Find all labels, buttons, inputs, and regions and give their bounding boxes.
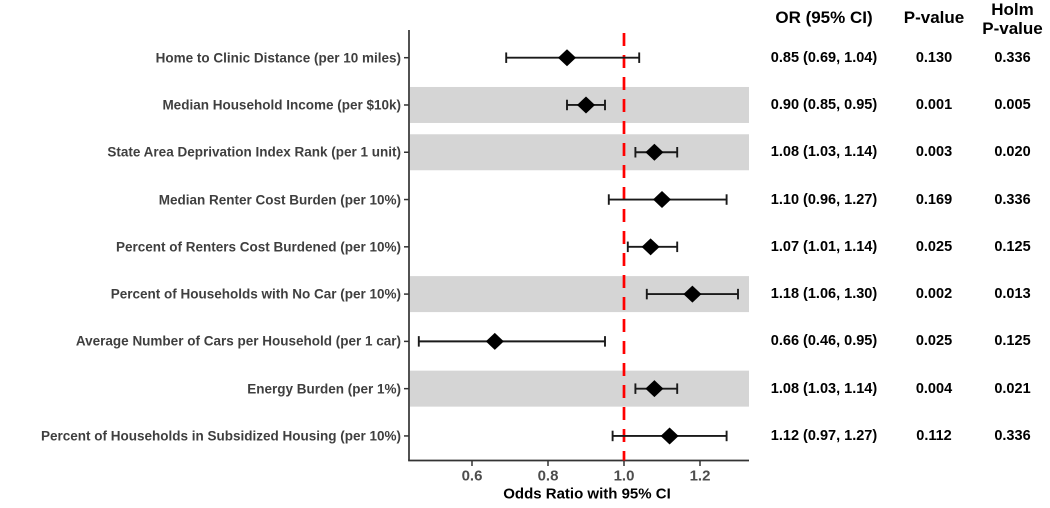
row-label: State Area Deprivation Index Rank (per 1… (107, 144, 401, 160)
column-header-holm-line1: Holm (991, 0, 1034, 19)
or-ci-value: 1.08 (1.03, 1.14) (770, 380, 878, 397)
p-value: 0.004 (915, 380, 953, 397)
row-label: Median Renter Cost Burden (per 10%) (158, 192, 401, 208)
row-label: Percent of Renters Cost Burdened (per 10… (115, 239, 401, 255)
holm-p-value: 0.336 (994, 427, 1031, 444)
holm-p-value: 0.013 (994, 286, 1031, 303)
p-value: 0.130 (915, 49, 953, 66)
p-value: 0.025 (915, 238, 953, 255)
or-ci-value: 1.10 (0.96, 1.27) (770, 191, 878, 208)
row-label: Percent of Households with No Car (per 1… (110, 286, 401, 302)
or-ci-value: 0.90 (0.85, 0.95) (770, 96, 878, 113)
p-value: 0.169 (915, 191, 953, 208)
row-label: Home to Clinic Distance (per 10 miles) (155, 50, 401, 66)
holm-p-value: 0.020 (994, 144, 1031, 161)
x-tick-label: 1.0 (614, 468, 635, 485)
p-value: 0.001 (915, 96, 953, 113)
row-label: Average Number of Cars per Household (pe… (75, 333, 401, 349)
holm-p-value: 0.336 (994, 191, 1031, 208)
or-diamond-marker (577, 96, 595, 114)
holm-p-value: 0.021 (994, 380, 1031, 397)
holm-p-value: 0.005 (994, 96, 1031, 113)
or-ci-value: 0.66 (0.46, 0.95) (770, 333, 878, 350)
p-value: 0.112 (916, 427, 952, 444)
column-header-holm-line2: P-value (982, 18, 1043, 38)
or-diamond-marker (683, 285, 702, 303)
highlight-band (410, 370, 749, 407)
p-value: 0.025 (915, 333, 953, 350)
or-ci-value: 1.12 (0.97, 1.27) (770, 427, 878, 444)
or-diamond-marker (558, 49, 576, 67)
x-tick-label: 1.2 (690, 468, 711, 485)
row-label: Median Household Income (per $10k) (162, 97, 401, 113)
or-diamond-marker (653, 191, 671, 209)
holm-p-value: 0.336 (994, 49, 1031, 66)
or-ci-value: 1.18 (1.06, 1.30) (770, 286, 878, 303)
or-diamond-marker (485, 332, 504, 350)
highlight-band (410, 134, 749, 171)
p-value: 0.002 (915, 286, 953, 303)
p-value: 0.003 (915, 144, 953, 161)
row-label: Percent of Households in Subsidized Hous… (40, 428, 401, 444)
row-label: Energy Burden (per 1%) (247, 381, 401, 397)
holm-p-value: 0.125 (994, 333, 1031, 350)
or-diamond-marker (645, 143, 664, 161)
or-ci-value: 1.07 (1.01, 1.14) (770, 238, 878, 255)
or-ci-value: 0.85 (0.69, 1.04) (770, 49, 878, 66)
or-diamond-marker (660, 427, 679, 445)
x-tick-label: 0.8 (538, 468, 559, 485)
column-header-or-ci: OR (95% CI) (775, 8, 873, 27)
or-ci-value: 1.08 (1.03, 1.14) (770, 144, 878, 161)
holm-p-value: 0.125 (994, 238, 1031, 255)
column-header-p-value: P-value (903, 8, 965, 27)
column-header-holm-p-value: Holm P-value (973, 0, 1050, 38)
x-tick-label: 0.6 (462, 468, 483, 485)
or-diamond-marker (641, 238, 660, 256)
or-diamond-marker (645, 380, 664, 398)
x-axis-title: Odds Ratio with 95% CI (503, 486, 671, 503)
